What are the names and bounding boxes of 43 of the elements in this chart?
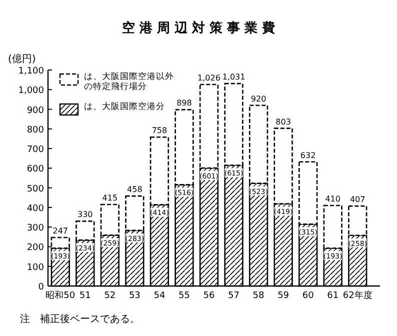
total-label: 330 [78, 210, 93, 220]
x-tick-label: 59 [278, 291, 290, 301]
y-tick-label: 1,100 [18, 66, 44, 76]
y-tick-label: 500 [26, 184, 44, 194]
total-label: 415 [102, 194, 118, 203]
x-tick-label: 56 [203, 291, 215, 301]
y-tick-label: 900 [26, 106, 44, 116]
y-tick-label: 100 [26, 262, 44, 273]
y-tick-label: 400 [26, 204, 44, 214]
x-tick-label: 58 [252, 291, 265, 301]
y-axis-title: (億円) [8, 53, 36, 65]
y-tick-label: 800 [26, 125, 44, 136]
y-tick-label: 600 [26, 164, 44, 175]
x-tick-label: 53 [128, 291, 140, 301]
x-tick-label: 62年度 [342, 290, 372, 301]
x-tick-label: 60 [302, 291, 314, 301]
x-tick-label: 51 [79, 291, 91, 301]
x-tick-label: 57 [228, 291, 240, 301]
x-tick-label: 55 [178, 291, 190, 301]
x-tick-label: 54 [154, 291, 166, 301]
legend-label: は、大阪国際空港分 [84, 101, 165, 112]
total-label: 758 [152, 126, 168, 136]
y-tick-label: 200 [26, 243, 44, 254]
total-label: 407 [350, 195, 366, 204]
x-tick-label: 昭和50 [46, 290, 76, 301]
chart-title: 空 港 周 辺 対 策 事 業 費 [122, 20, 276, 36]
y-tick-label: 1,000 [18, 86, 44, 96]
x-tick-label: 61 [327, 291, 339, 301]
total-label: 1,026 [198, 74, 220, 83]
legend-label: は、大阪国際空港以外の特定飛行場分 [84, 71, 174, 92]
y-tick-label: 0 [38, 282, 44, 292]
total-label: 898 [176, 98, 192, 108]
y-tick-label: 700 [26, 145, 44, 156]
total-label: 247 [52, 226, 68, 236]
y-tick-label: 300 [26, 224, 44, 234]
total-label: 920 [250, 94, 266, 104]
x-tick-label: 52 [104, 291, 116, 301]
total-label: 632 [300, 150, 316, 160]
total-label: 1,031 [222, 72, 246, 82]
total-label: 458 [127, 185, 142, 194]
total-label: 410 [325, 194, 340, 204]
text: 注 補正後ベースである。 [20, 313, 140, 325]
total-label: 803 [276, 117, 291, 126]
